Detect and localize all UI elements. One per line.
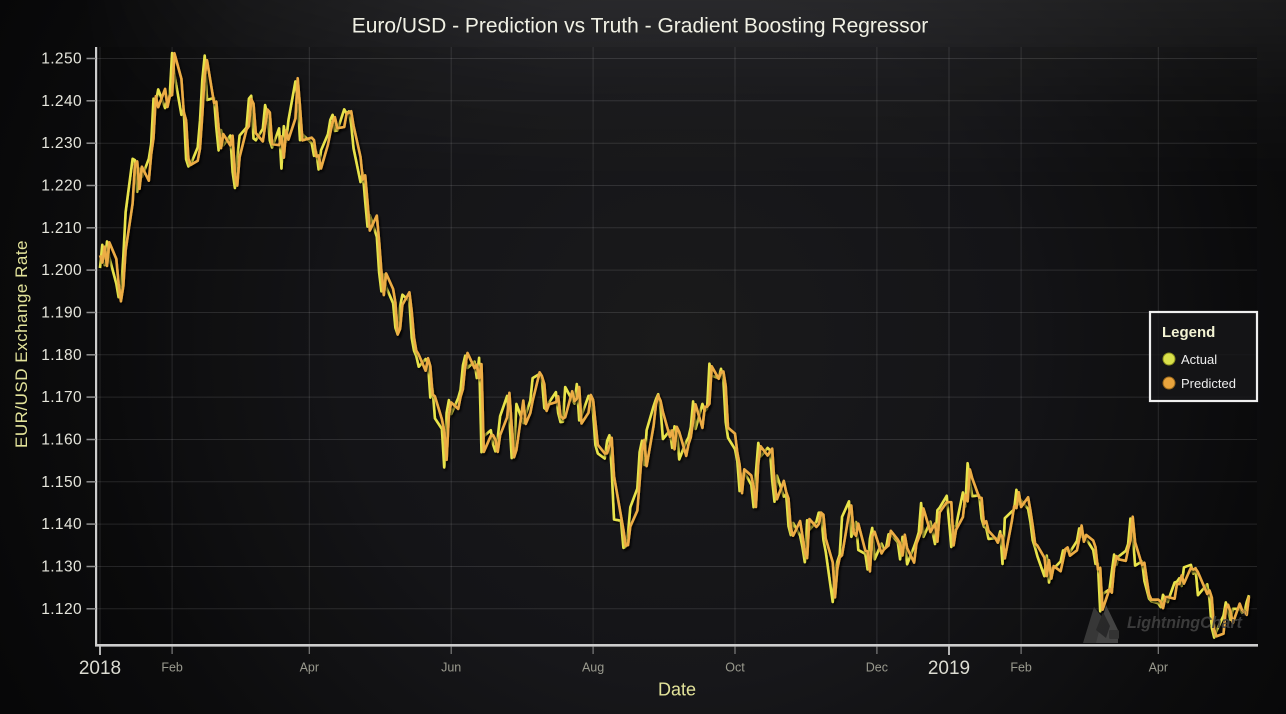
svg-text:Feb: Feb — [1010, 661, 1032, 675]
svg-text:1.200: 1.200 — [41, 262, 82, 279]
svg-text:Apr: Apr — [300, 661, 319, 675]
svg-text:1.170: 1.170 — [41, 389, 82, 406]
svg-text:1.210: 1.210 — [41, 220, 82, 237]
svg-text:Dec: Dec — [866, 661, 888, 675]
svg-text:1.140: 1.140 — [41, 516, 82, 533]
svg-text:Euro/USD - Prediction vs Truth: Euro/USD - Prediction vs Truth - Gradien… — [352, 15, 929, 38]
svg-text:®: ® — [1241, 609, 1247, 618]
svg-text:Feb: Feb — [161, 661, 183, 675]
svg-text:2018: 2018 — [79, 658, 121, 679]
svg-text:Date: Date — [658, 680, 696, 700]
svg-text:LightningChart: LightningChart — [1127, 614, 1243, 632]
svg-text:Oct: Oct — [725, 661, 745, 675]
svg-text:1.220: 1.220 — [41, 178, 82, 195]
svg-text:Actual: Actual — [1181, 352, 1217, 367]
svg-text:1.120: 1.120 — [41, 601, 82, 618]
svg-text:1.130: 1.130 — [41, 559, 82, 576]
svg-text:1.180: 1.180 — [41, 347, 82, 364]
svg-text:Legend: Legend — [1162, 324, 1215, 341]
svg-text:1.150: 1.150 — [41, 474, 82, 491]
svg-text:Predicted: Predicted — [1181, 376, 1236, 391]
svg-text:1.230: 1.230 — [41, 135, 82, 152]
svg-text:2019: 2019 — [928, 658, 970, 679]
svg-text:Aug: Aug — [582, 661, 604, 675]
svg-text:1.160: 1.160 — [41, 432, 82, 449]
svg-text:1.240: 1.240 — [41, 93, 82, 110]
svg-text:1.250: 1.250 — [41, 51, 82, 68]
svg-text:EUR/USD Exchange Rate: EUR/USD Exchange Rate — [12, 240, 31, 448]
svg-text:1.190: 1.190 — [41, 305, 82, 322]
svg-text:Jun: Jun — [441, 661, 461, 675]
svg-text:Apr: Apr — [1149, 661, 1168, 675]
